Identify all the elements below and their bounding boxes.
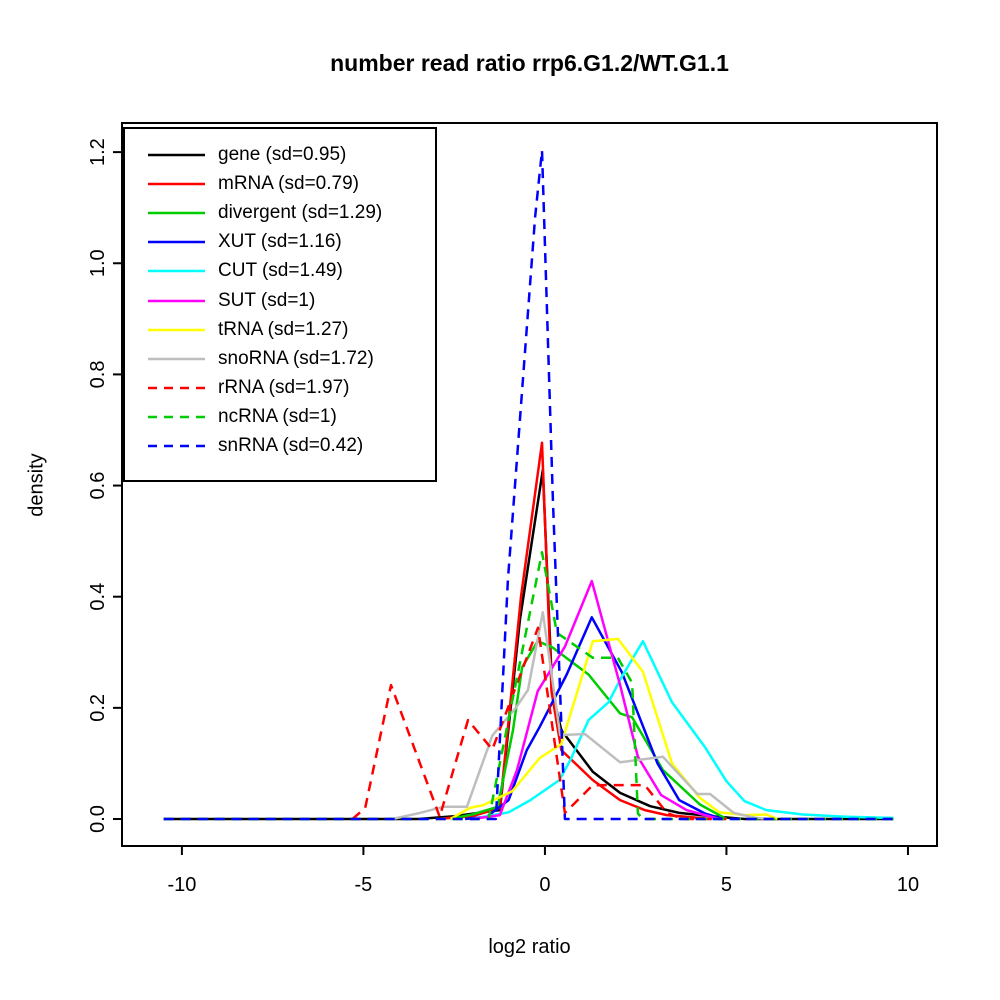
legend: gene (sd=0.95) mRNA (sd=0.79) divergent (s…	[123, 127, 437, 482]
x-tick-label: 10	[897, 874, 919, 896]
legend-item-tRNA: tRNA (sd=1.27)	[125, 315, 435, 344]
x-tick-label: 5	[721, 874, 732, 896]
legend-line-sample	[148, 386, 205, 390]
legend-item-SUT: SUT (sd=1)	[125, 286, 435, 315]
legend-label: tRNA (sd=1.27)	[218, 318, 349, 340]
legend-item-mRNA: mRNA (sd=0.79)	[125, 169, 435, 198]
x-tick-label: 0	[539, 874, 550, 896]
series-line-rRNA	[351, 626, 727, 821]
series-line-divergent	[450, 639, 728, 821]
legend-item-CUT: CUT (sd=1.49)	[125, 257, 435, 286]
legend-label: ncRNA (sd=1)	[218, 406, 337, 428]
legend-item-XUT: XUT (sd=1.16)	[125, 228, 435, 257]
x-axis-label: log2 ratio	[488, 936, 571, 958]
legend-line-sample	[148, 357, 205, 361]
series-line-snRNA	[163, 149, 894, 821]
legend-line-sample	[148, 328, 205, 331]
legend-item-snRNA: snRNA (sd=0.42)	[125, 432, 435, 461]
y-tick-label: 0.4	[87, 583, 109, 611]
legend-label: snoRNA (sd=1.72)	[218, 347, 374, 369]
series-line-CUT	[472, 639, 894, 821]
y-tick-label: 0.2	[87, 694, 109, 722]
chart-title: number read ratio rrp6.G1.2/WT.G1.1	[330, 50, 729, 76]
legend-item-rRNA: rRNA (sd=1.97)	[125, 374, 435, 403]
legend-line-sample	[148, 240, 205, 244]
series-line-gene	[163, 468, 894, 821]
legend-label: gene (sd=0.95)	[218, 143, 347, 165]
legend-item-ncRNA: ncRNA (sd=1)	[125, 403, 435, 432]
legend-label: SUT (sd=1)	[218, 289, 316, 311]
y-axis-label: density	[25, 453, 48, 517]
legend-line-sample	[148, 270, 205, 273]
legend-label: divergent (sd=1.29)	[218, 201, 383, 223]
y-tick-label: 1.2	[87, 138, 109, 166]
y-tick-label: 0.8	[87, 361, 109, 389]
legend-label: rRNA (sd=1.97)	[218, 377, 350, 399]
legend-label: mRNA (sd=0.79)	[218, 172, 359, 194]
legend-line-sample	[148, 416, 205, 419]
y-tick-label: 1.0	[87, 249, 109, 277]
x-tick-label: -10	[167, 874, 196, 896]
plot-border	[121, 122, 938, 847]
legend-item-snoRNA: snoRNA (sd=1.72)	[125, 344, 435, 373]
legend-line-sample	[148, 299, 205, 302]
series-line-SUT	[472, 579, 720, 821]
legend-label: snRNA (sd=0.42)	[218, 435, 364, 457]
legend-line-sample	[148, 445, 205, 448]
legend-line-sample	[148, 153, 205, 156]
series-line-snoRNA	[392, 611, 771, 821]
legend-label: CUT (sd=1.49)	[218, 260, 343, 282]
legend-label: XUT (sd=1.16)	[218, 231, 342, 253]
y-tick-label: 0.6	[87, 472, 109, 500]
legend-item-gene: gene (sd=0.95)	[125, 140, 435, 169]
legend-line-sample	[148, 182, 205, 186]
series-line-ncRNA	[163, 550, 894, 821]
legend-item-divergent: divergent (sd=1.29)	[125, 198, 435, 227]
y-tick-label: 0.0	[87, 805, 109, 833]
legend-line-sample	[148, 211, 205, 215]
x-tick-label: -5	[355, 874, 373, 896]
